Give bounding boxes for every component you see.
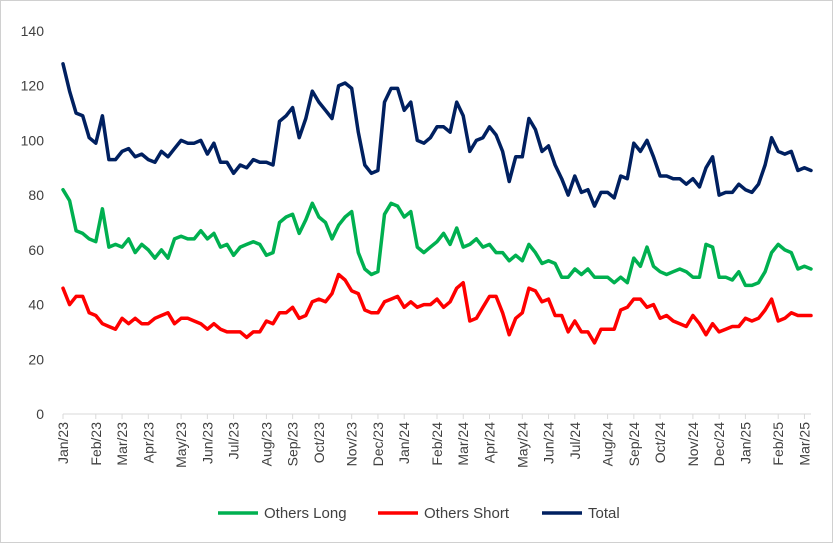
y-axis: 0 20 40 60 80 100 120 140 <box>21 23 45 422</box>
series-line-others-long <box>61 187 813 288</box>
legend-label: Others Short <box>424 505 510 522</box>
x-tick-label: Sep/24 <box>626 422 642 467</box>
x-tick-label: Mar/25 <box>796 422 812 466</box>
x-tick-label: Dec/23 <box>370 422 386 467</box>
y-tick-label: 60 <box>28 242 44 258</box>
x-tick-label: Mar/24 <box>455 422 471 466</box>
x-tick-label: Nov/23 <box>344 422 360 467</box>
series-lines <box>61 62 813 345</box>
x-tick-label: Mar/23 <box>114 422 130 466</box>
x-tick-label: Jun/24 <box>541 422 557 464</box>
x-tick-label: Feb/25 <box>770 422 786 466</box>
y-tick-label: 100 <box>21 132 45 148</box>
x-tick-label: Aug/23 <box>258 422 274 467</box>
x-tick-label: Dec/24 <box>711 422 727 467</box>
x-tick-label: Jun/23 <box>199 422 215 464</box>
x-axis: Jan/23 Feb/23 Mar/23 Apr/23 May/23 Jun/23 Jul/… <box>55 413 812 468</box>
series-line-total <box>61 62 813 208</box>
legend-label: Others Long <box>264 505 347 522</box>
y-tick-label: 0 <box>36 406 44 422</box>
y-tick-label: 80 <box>28 187 44 203</box>
x-tick-label: Feb/23 <box>88 422 104 466</box>
x-tick-label: Apr/23 <box>140 422 156 463</box>
x-tick-label: Aug/24 <box>600 422 616 467</box>
x-tick-label: Jan/25 <box>737 422 753 464</box>
y-tick-label: 120 <box>21 78 45 94</box>
x-tick-label: May/23 <box>173 422 189 468</box>
x-tick-label: Jul/23 <box>226 422 242 460</box>
y-tick-label: 20 <box>28 351 44 367</box>
x-tick-label: Oct/23 <box>311 422 327 463</box>
series-line-others-short <box>61 272 813 345</box>
legend: Others Long Others Short Total <box>218 505 620 522</box>
x-tick-label: Jan/24 <box>396 422 412 464</box>
x-tick-label: Feb/24 <box>429 422 445 466</box>
x-tick-label: Apr/24 <box>481 422 497 463</box>
x-tick-label: Jan/23 <box>55 422 71 464</box>
x-tick-label: Jul/24 <box>567 422 583 460</box>
y-tick-label: 40 <box>28 297 44 313</box>
x-tick-label: Sep/23 <box>285 422 301 467</box>
y-tick-label: 140 <box>21 23 45 39</box>
x-tick-label: Nov/24 <box>685 422 701 467</box>
x-tick-label: May/24 <box>514 422 530 468</box>
x-tick-label: Oct/24 <box>652 422 668 463</box>
legend-label: Total <box>588 505 620 522</box>
